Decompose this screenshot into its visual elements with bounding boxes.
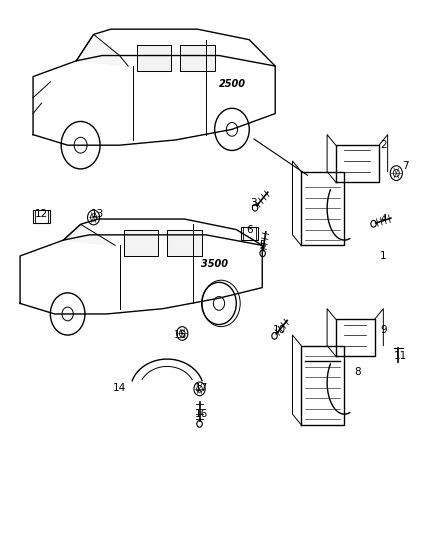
Text: 1: 1 <box>380 251 387 261</box>
Text: 3500: 3500 <box>201 259 228 269</box>
Text: 12: 12 <box>35 209 48 219</box>
Text: 10: 10 <box>273 325 286 335</box>
Text: 15: 15 <box>173 330 187 340</box>
Text: 14: 14 <box>113 383 126 393</box>
Text: 16: 16 <box>195 409 208 419</box>
Circle shape <box>197 421 202 427</box>
Text: 5: 5 <box>259 240 265 251</box>
Text: 2500: 2500 <box>219 79 245 89</box>
Circle shape <box>371 221 376 227</box>
Polygon shape <box>167 230 202 256</box>
Text: 2: 2 <box>380 140 387 150</box>
Polygon shape <box>76 35 128 66</box>
Text: 6: 6 <box>246 224 253 235</box>
Circle shape <box>177 327 188 341</box>
Text: 13: 13 <box>91 209 105 219</box>
Text: 11: 11 <box>394 351 407 361</box>
Polygon shape <box>180 45 215 71</box>
Circle shape <box>272 333 277 339</box>
Circle shape <box>252 204 258 211</box>
Bar <box>240 227 258 240</box>
Text: 9: 9 <box>380 325 387 335</box>
Text: 8: 8 <box>354 367 361 377</box>
Polygon shape <box>137 45 171 71</box>
Text: 17: 17 <box>195 383 208 393</box>
Circle shape <box>260 250 265 257</box>
Polygon shape <box>64 224 115 245</box>
Text: 4: 4 <box>380 214 387 224</box>
Text: 7: 7 <box>402 161 408 171</box>
Circle shape <box>194 382 205 395</box>
Bar <box>33 210 50 223</box>
Text: 3: 3 <box>250 198 257 208</box>
Polygon shape <box>124 230 159 256</box>
Circle shape <box>88 210 100 225</box>
Circle shape <box>390 166 403 181</box>
